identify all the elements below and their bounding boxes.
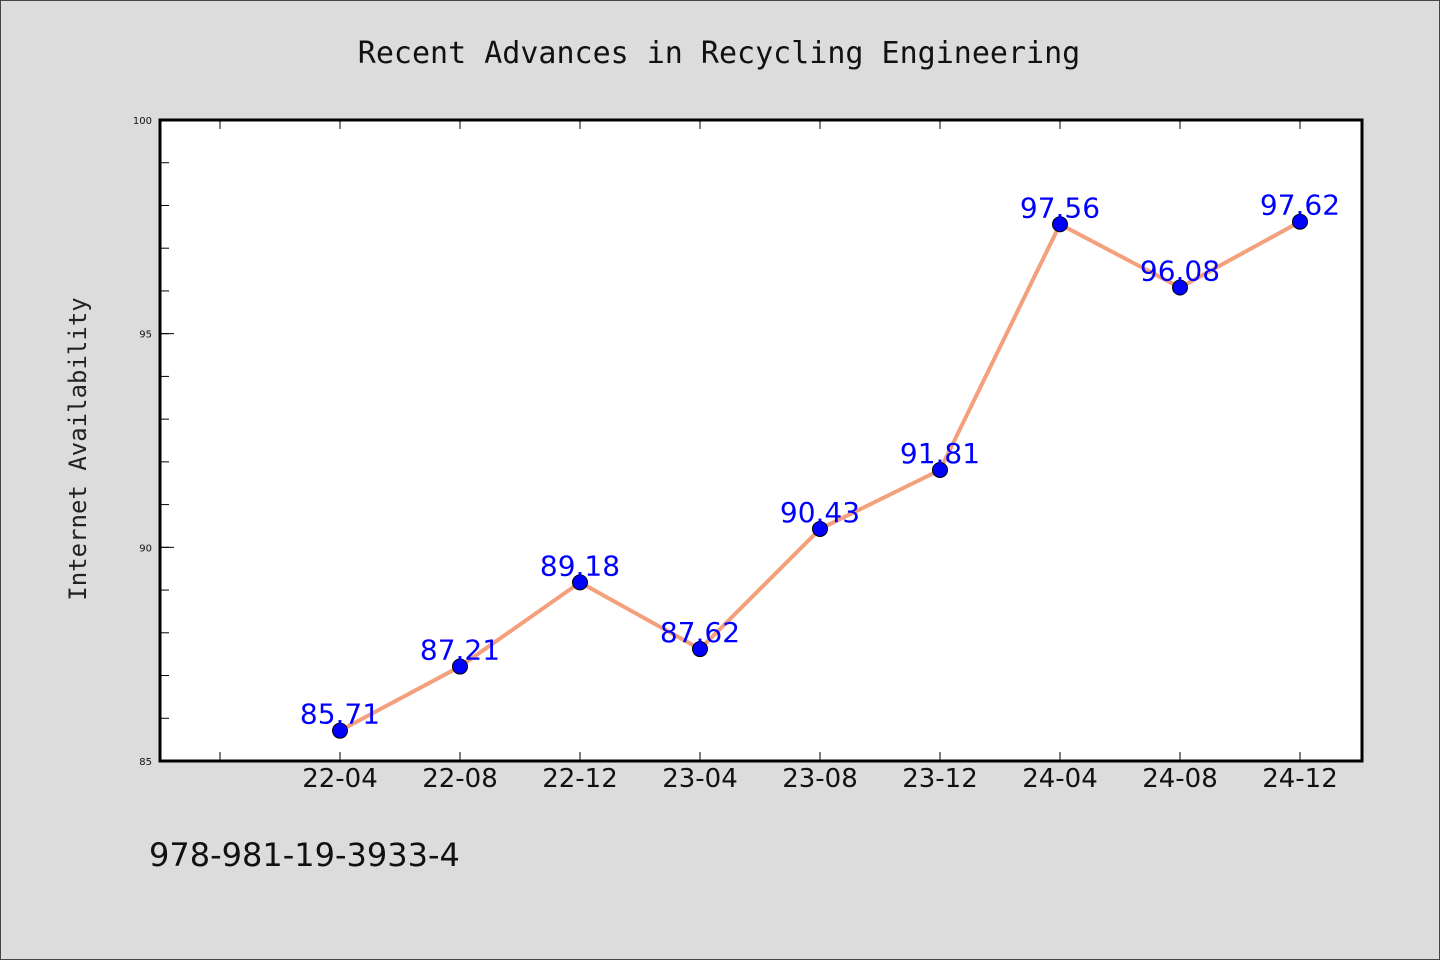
data-labels-layer: 85.71 87.21 89.18 87.62 90.43 91.81 97.56 96.08… xyxy=(300,189,1340,731)
x-tick-label: 24-12 xyxy=(1262,764,1338,794)
chart-title: Recent Advances in Recycling Engineering xyxy=(358,36,1080,71)
markers-layer xyxy=(332,213,1308,739)
data-point xyxy=(572,574,588,591)
data-point xyxy=(1052,216,1068,233)
x-tick-label: 22-12 xyxy=(542,764,618,794)
x-tick-label: 24-04 xyxy=(1022,764,1098,794)
x-tick-label: 24-08 xyxy=(1142,764,1218,794)
x-tick-label: 22-04 xyxy=(302,764,378,794)
plot-frame xyxy=(158,118,1364,763)
data-point xyxy=(332,722,348,739)
data-label: 85.71 xyxy=(300,698,380,731)
x-tick-label: 23-04 xyxy=(662,764,738,794)
x-tick-label: 22-08 xyxy=(422,764,498,794)
x-tick-label: 23-08 xyxy=(782,764,858,794)
data-label: 90.43 xyxy=(780,496,860,529)
y-tick-label: 95 xyxy=(139,330,152,341)
footer-code: 978-981-19-3933-4 xyxy=(149,836,460,874)
data-label: 87.62 xyxy=(660,616,740,649)
data-point xyxy=(452,658,468,675)
data-point xyxy=(1172,279,1188,296)
plot-area xyxy=(160,120,1362,761)
y-axis-label: Internet Availability xyxy=(64,297,92,600)
data-point xyxy=(812,520,828,537)
y-tick-label: 90 xyxy=(139,543,152,554)
axis-ticks: 85 90 95 100 22-04 22-08 22-12 23-04 23-08 23-12 2… xyxy=(133,116,1338,794)
data-label: 97.56 xyxy=(1020,191,1100,224)
data-label: 87.21 xyxy=(420,634,500,667)
data-label: 97.62 xyxy=(1260,189,1340,222)
y-tick-label: 100 xyxy=(133,116,152,127)
data-label: 89.18 xyxy=(540,549,620,582)
data-point xyxy=(692,641,708,658)
data-label: 91.81 xyxy=(900,437,980,470)
y-tick-label: 85 xyxy=(139,757,152,768)
data-point xyxy=(932,461,948,478)
x-tick-label: 23-12 xyxy=(902,764,978,794)
data-label: 96.08 xyxy=(1140,255,1220,288)
data-point xyxy=(1292,213,1308,230)
